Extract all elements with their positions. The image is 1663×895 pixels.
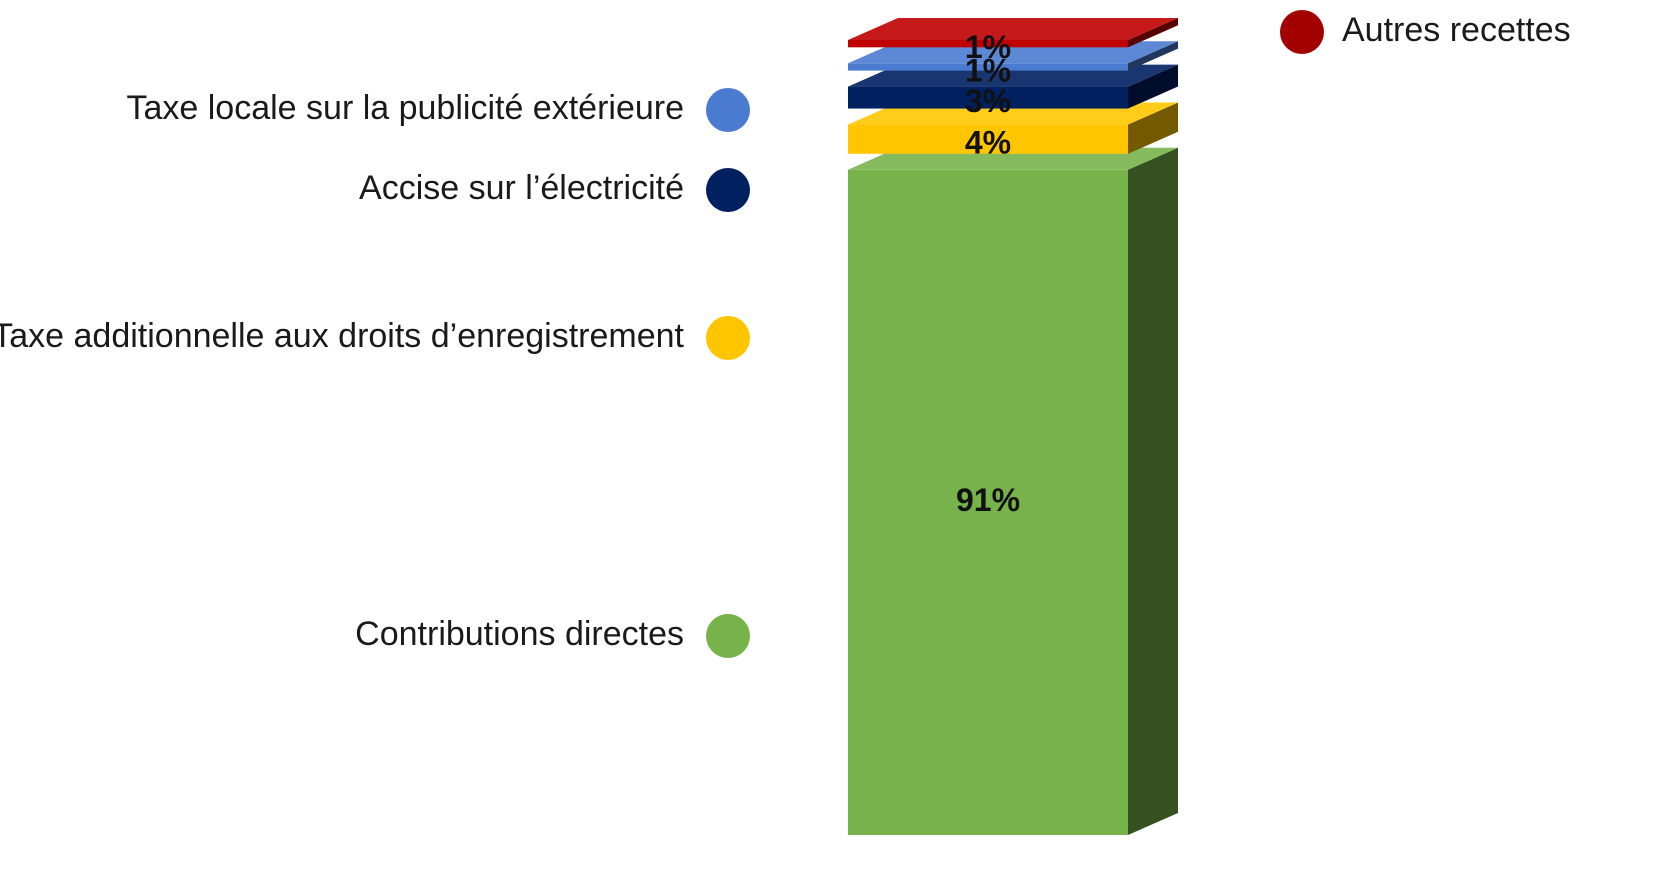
bar [848, 169, 1128, 836]
legend-marker [706, 316, 750, 360]
bar-side [1128, 64, 1178, 109]
bar-side [1128, 41, 1178, 71]
data-label: 3% [965, 83, 1011, 119]
legend-marker [1280, 10, 1324, 54]
bar [848, 63, 1128, 71]
legend-marker [706, 88, 750, 132]
data-label: 1% [965, 52, 1011, 88]
bar-segment [848, 102, 1178, 154]
legend-label: Contributions directes [355, 615, 684, 653]
legend-label: Accise sur l’électricité [359, 169, 684, 207]
bar-segment [848, 64, 1178, 109]
data-label: 91% [956, 482, 1020, 518]
bar-segment [848, 147, 1178, 836]
bar [848, 40, 1128, 48]
legend-label: Autres recettes [1342, 11, 1571, 49]
bar-side [1128, 18, 1178, 48]
bar-side [1128, 102, 1178, 154]
legend-label: Taxe additionnelle aux droits d’enregist… [0, 317, 685, 355]
bar-segment [848, 18, 1178, 48]
legend-label: Taxe locale sur la publicité extérieure [126, 89, 684, 127]
bar [848, 124, 1128, 154]
legend-marker [706, 614, 750, 658]
bar-top [848, 18, 1178, 40]
legend-marker [706, 168, 750, 212]
data-label: 1% [965, 29, 1011, 65]
data-label: 4% [965, 125, 1011, 161]
bar-side [1128, 147, 1178, 836]
bar [848, 86, 1128, 109]
